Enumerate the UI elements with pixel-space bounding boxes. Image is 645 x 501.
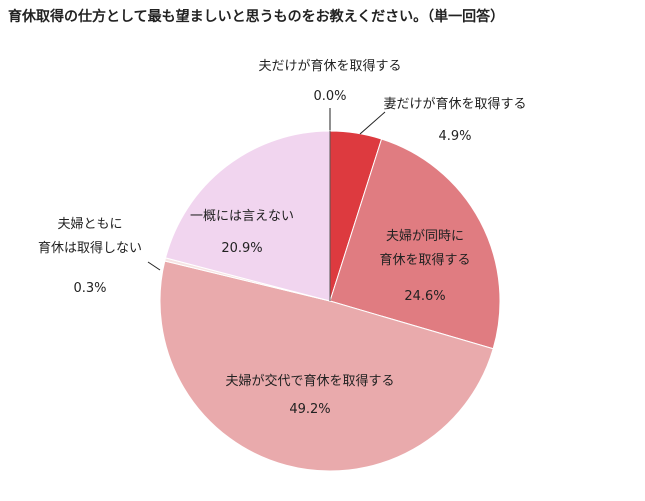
slice-label: 夫婦が同時に <box>386 228 464 244</box>
leader-line <box>147 261 161 271</box>
pie-slice <box>164 130 331 302</box>
slice-value-label: 0.0% <box>313 89 346 104</box>
slice-label: 育休は取得しない <box>38 240 142 256</box>
slice-label: 一概には言えない <box>190 209 294 224</box>
slice-label: 夫婦ともに <box>57 216 122 232</box>
slice-value-label: 0.3% <box>73 281 106 296</box>
slice-label: 夫だけが育休を取得する <box>258 58 401 74</box>
slice-value-label: 20.9% <box>221 241 262 256</box>
leader-line <box>359 111 386 135</box>
pie-slice <box>329 138 501 350</box>
slice-value-label: 49.2% <box>289 402 330 417</box>
pie-slice <box>159 260 494 472</box>
slice-label: 妻だけが育休を取得する <box>383 96 526 112</box>
slice-label: 夫婦が交代で育休を取得する <box>225 373 394 389</box>
chart-title: 育休取得の仕方として最も望ましいと思うものをお教えください。（単一回答） <box>8 9 505 25</box>
slice-value-label: 4.9% <box>438 129 471 144</box>
slice-label: 育休を取得する <box>379 252 470 268</box>
slice-value-label: 24.6% <box>404 289 445 304</box>
